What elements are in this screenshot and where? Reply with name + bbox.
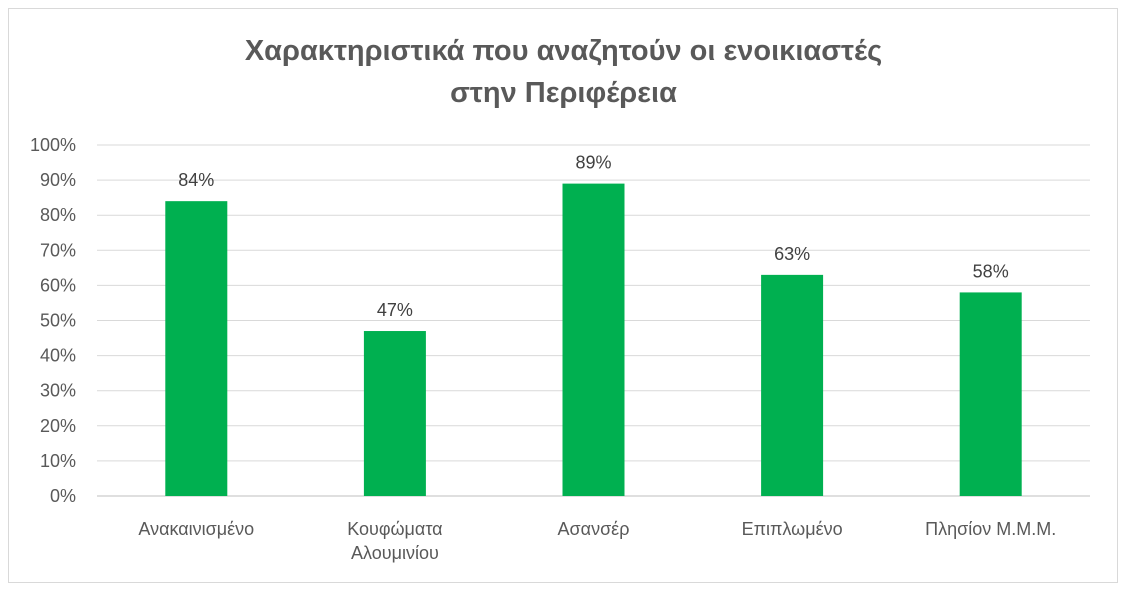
bar — [959, 292, 1022, 496]
y-tick-label: 50% — [40, 311, 76, 331]
data-label: 89% — [575, 153, 611, 173]
y-tick-label: 30% — [40, 381, 76, 401]
y-tick-label: 60% — [40, 275, 76, 295]
y-tick-label: 40% — [40, 346, 76, 366]
chart-title-line-1: Χαρακτηριστικά που αναζητούν οι ενοικιασ… — [244, 35, 883, 67]
x-tick-label: Κουφώματα Αλουμινίου — [347, 519, 442, 563]
x-tick-label: Πλησίον Μ.Μ.Μ. — [925, 519, 1056, 539]
y-tick-label: 20% — [40, 416, 76, 436]
bar — [562, 183, 625, 497]
y-tick-label: 100% — [30, 135, 76, 155]
x-tick-label: Επιπλωμένο — [742, 519, 843, 539]
y-tick-label: 10% — [40, 451, 76, 471]
data-label: 58% — [973, 261, 1009, 281]
chart-title-line-2: στην Περιφέρεια — [450, 77, 677, 109]
y-tick-label: 70% — [40, 240, 76, 260]
y-tick-label: 90% — [40, 170, 76, 190]
data-label: 63% — [774, 244, 810, 264]
x-tick-label: Ανακαινισμένο — [138, 519, 254, 539]
y-tick-label: 80% — [40, 205, 76, 225]
data-label: 47% — [377, 300, 413, 320]
chart-title: Χαρακτηριστικά που αναζητούν οι ενοικιασ… — [0, 30, 1127, 114]
bar — [761, 274, 824, 496]
x-tick-label: Ασανσέρ — [558, 519, 630, 539]
bar — [363, 331, 426, 496]
y-tick-label: 0% — [50, 486, 76, 506]
data-label: 84% — [178, 170, 214, 190]
bar — [165, 201, 228, 496]
